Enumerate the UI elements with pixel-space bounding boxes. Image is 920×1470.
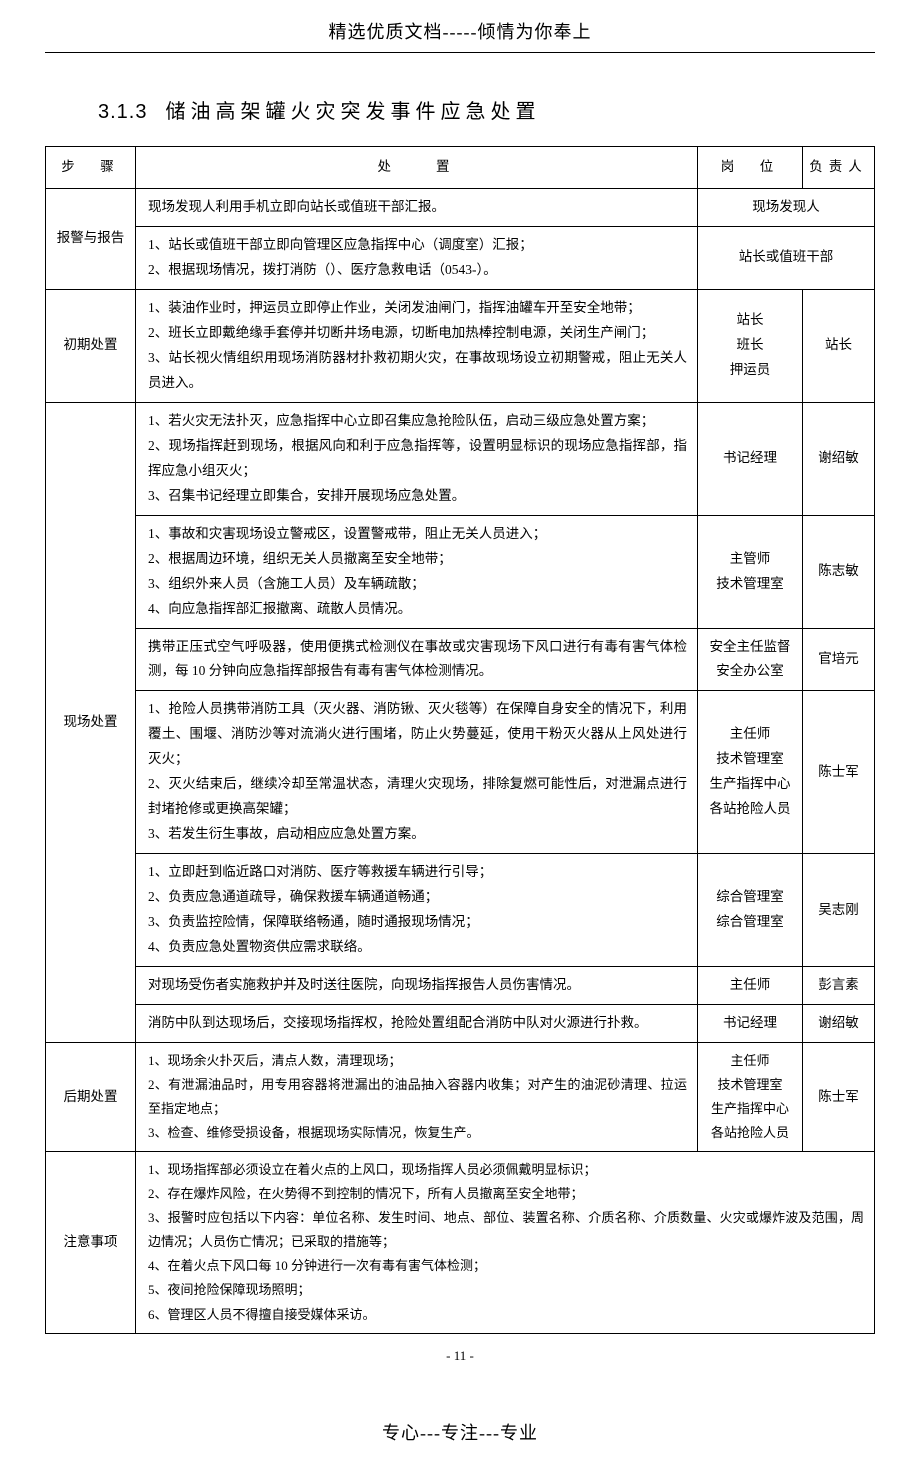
step-cell: 后期处置	[46, 1043, 136, 1152]
owner-cell: 官培元	[803, 628, 875, 691]
col-owner: 负责人	[803, 147, 875, 189]
section-title: 3.1.3 储油高架罐火灾突发事件应急处置	[98, 95, 920, 124]
procedure-table: 步 骤 处 置 岗 位 负责人 报警与报告 现场发现人利用手机立即向站长或值班干…	[45, 146, 875, 1334]
header-separator	[45, 52, 875, 53]
post-cell: 书记经理	[698, 402, 803, 515]
section-number: 3.1.3	[98, 101, 147, 123]
table-row: 携带正压式空气呼吸器，使用便携式检测仪在事故或灾害现场下风口进行有毒有害气体检测…	[46, 628, 875, 691]
page-footer: 专心---专注---专业	[0, 1419, 920, 1470]
step-cell: 注意事项	[46, 1152, 136, 1333]
table-row: 1、站长或值班干部立即向管理区应急指挥中心（调度室）汇报；2、根据现场情况，拨打…	[46, 226, 875, 289]
table-row: 后期处置 1、现场余火扑灭后，清点人数，清理现场；2、有泄漏油品时，用专用容器将…	[46, 1043, 875, 1152]
col-step: 步 骤	[46, 147, 136, 189]
page-header: 精选优质文档-----倾情为你奉上	[0, 0, 920, 52]
content-cell: 消防中队到达现场后，交接现场指挥权，抢险处置组配合消防中队对火源进行扑救。	[136, 1005, 698, 1043]
content-cell: 1、站长或值班干部立即向管理区应急指挥中心（调度室）汇报；2、根据现场情况，拨打…	[136, 226, 698, 289]
owner-cell: 谢绍敏	[803, 402, 875, 515]
col-content: 处 置	[136, 147, 698, 189]
post-cell: 主管师技术管理室	[698, 515, 803, 628]
content-cell: 1、现场余火扑灭后，清点人数，清理现场；2、有泄漏油品时，用专用容器将泄漏出的油…	[136, 1043, 698, 1152]
owner-cell: 彭言素	[803, 967, 875, 1005]
table-header-row: 步 骤 处 置 岗 位 负责人	[46, 147, 875, 189]
section-title-text: 储油高架罐火灾突发事件应急处置	[165, 101, 540, 123]
content-cell: 1、抢险人员携带消防工具（灭火器、消防锹、灭火毯等）在保障自身安全的情况下，利用…	[136, 691, 698, 854]
post-cell: 主任师技术管理室生产指挥中心各站抢险人员	[698, 691, 803, 854]
content-cell: 1、事故和灾害现场设立警戒区，设置警戒带，阻止无关人员进入；2、根据周边环境，组…	[136, 515, 698, 628]
post-cell: 站长班长押运员	[698, 289, 803, 402]
table-row: 注意事项 1、现场指挥部必须设立在着火点的上风口，现场指挥人员必须佩戴明显标识；…	[46, 1152, 875, 1333]
table-row: 消防中队到达现场后，交接现场指挥权，抢险处置组配合消防中队对火源进行扑救。 书记…	[46, 1005, 875, 1043]
content-cell: 携带正压式空气呼吸器，使用便携式检测仪在事故或灾害现场下风口进行有毒有害气体检测…	[136, 628, 698, 691]
owner-cell: 陈士军	[803, 1043, 875, 1152]
post-owner-cell: 现场发现人	[698, 188, 875, 226]
table-row: 对现场受伤者实施救护并及时送往医院，向现场指挥报告人员伤害情况。 主任师 彭言素	[46, 967, 875, 1005]
post-cell: 书记经理	[698, 1005, 803, 1043]
content-cell: 1、装油作业时，押运员立即停止作业，关闭发油闸门，指挥油罐车开至安全地带；2、班…	[136, 289, 698, 402]
owner-cell: 谢绍敏	[803, 1005, 875, 1043]
content-cell: 对现场受伤者实施救护并及时送往医院，向现场指挥报告人员伤害情况。	[136, 967, 698, 1005]
step-cell: 现场处置	[46, 402, 136, 1042]
page-number: - 11 -	[0, 1348, 920, 1364]
content-cell: 1、现场指挥部必须设立在着火点的上风口，现场指挥人员必须佩戴明显标识；2、存在爆…	[136, 1152, 875, 1333]
post-cell: 主任师	[698, 967, 803, 1005]
post-cell: 主任师技术管理室生产指挥中心各站抢险人员	[698, 1043, 803, 1152]
step-cell: 初期处置	[46, 289, 136, 402]
table-row: 1、事故和灾害现场设立警戒区，设置警戒带，阻止无关人员进入；2、根据周边环境，组…	[46, 515, 875, 628]
owner-cell: 站长	[803, 289, 875, 402]
post-cell: 安全主任监督安全办公室	[698, 628, 803, 691]
content-cell: 1、若火灾无法扑灭，应急指挥中心立即召集应急抢险队伍，启动三级应急处置方案；2、…	[136, 402, 698, 515]
owner-cell: 陈士军	[803, 691, 875, 854]
owner-cell: 吴志刚	[803, 854, 875, 967]
content-cell: 1、立即赶到临近路口对消防、医疗等救援车辆进行引导；2、负责应急通道疏导，确保救…	[136, 854, 698, 967]
content-cell: 现场发现人利用手机立即向站长或值班干部汇报。	[136, 188, 698, 226]
post-owner-cell: 站长或值班干部	[698, 226, 875, 289]
table-row: 现场处置 1、若火灾无法扑灭，应急指挥中心立即召集应急抢险队伍，启动三级应急处置…	[46, 402, 875, 515]
step-cell: 报警与报告	[46, 188, 136, 289]
table-row: 1、抢险人员携带消防工具（灭火器、消防锹、灭火毯等）在保障自身安全的情况下，利用…	[46, 691, 875, 854]
table-row: 1、立即赶到临近路口对消防、医疗等救援车辆进行引导；2、负责应急通道疏导，确保救…	[46, 854, 875, 967]
post-cell: 综合管理室综合管理室	[698, 854, 803, 967]
table-row: 初期处置 1、装油作业时，押运员立即停止作业，关闭发油闸门，指挥油罐车开至安全地…	[46, 289, 875, 402]
table-row: 报警与报告 现场发现人利用手机立即向站长或值班干部汇报。 现场发现人	[46, 188, 875, 226]
col-post: 岗 位	[698, 147, 803, 189]
owner-cell: 陈志敏	[803, 515, 875, 628]
